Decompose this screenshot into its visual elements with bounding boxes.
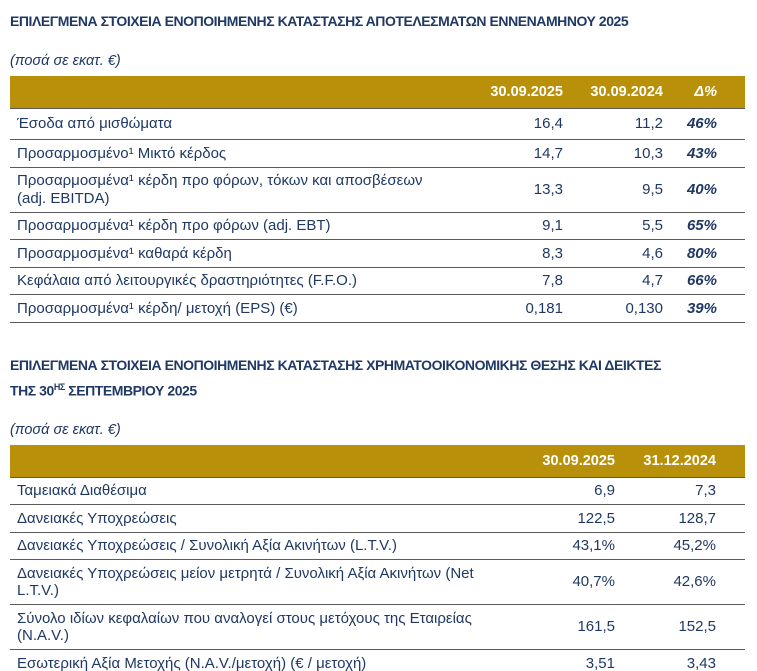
table-row: Προσαρμοσμένα¹ κέρδη/ μετοχή (EPS) (€) 0…	[10, 295, 745, 322]
value-2025: 6,9	[594, 482, 615, 500]
section2-title-line2-post: ΣΕΠΤΕΜΒΡΙΟΥ 2025	[68, 382, 197, 399]
table1-header-row: 30.09.2025 30.09.2024 Δ%	[10, 76, 745, 108]
row-label: Δανειακές Υποχρεώσεις / Συνολική Αξία Ακ…	[17, 537, 397, 555]
value-2024: 10,3	[633, 144, 663, 162]
value-2024: 152,5	[678, 618, 716, 636]
value-delta: 43%	[686, 144, 717, 162]
row-label: Σύνολο ιδίων κεφαλαίων που αναλογεί στου…	[17, 609, 472, 645]
value-2024: 4,6	[642, 244, 663, 262]
value-delta: 40%	[686, 180, 717, 198]
value-2025: 9,1	[542, 217, 563, 234]
income-statement-table: 30.09.2025 30.09.2024 Δ% Έσοδα από μισθώ…	[10, 76, 745, 323]
value-2024: 45,2%	[673, 537, 716, 555]
table2-header-31-12-2024: 31.12.2024	[643, 452, 716, 469]
value-2025: 7,8	[542, 272, 563, 289]
section2-title-line1: ΕΠΙΛΕΓΜΕΝΑ ΣΤΟΙΧΕΙΑ ΕΝΟΠΟΙΗΜΕΝΗΣ ΚΑΤΑΣΤΑ…	[10, 356, 661, 373]
value-2025: 8,3	[542, 244, 563, 262]
value-delta: 46%	[686, 115, 717, 132]
income-statement-section: ΕΠΙΛΕΓΜΕΝΑ ΣΤΟΙΧΕΙΑ ΕΝΟΠΟΙΗΜΕΝΗΣ ΚΑΤΑΣΤΑ…	[10, 10, 745, 323]
value-2024: 3,43	[686, 654, 716, 671]
value-2025: 3,51	[585, 654, 615, 671]
table-row: Προσαρμοσμένα¹ κέρδη προ φόρων, τόκων κα…	[10, 167, 745, 212]
section2-title-line2-pre: ΤΗΣ 30	[10, 382, 54, 399]
value-2024: 42,6%	[673, 573, 716, 591]
table2-header-row: 30.09.2025 31.12.2024	[10, 445, 745, 478]
table-row: Κεφάλαια από λειτουργικές δραστηριότητες…	[10, 267, 745, 295]
section2-title-superscript: ΗΣ	[53, 381, 65, 392]
value-2025: 122,5	[577, 509, 615, 527]
table-row: Δανειακές Υποχρεώσεις 122,5 128,7	[10, 505, 745, 533]
value-2024: 5,5	[642, 217, 663, 234]
table1-header-delta-percent: Δ%	[694, 83, 717, 100]
table-row: Δανειακές Υποχρεώσεις μείον μετρητά / Συ…	[10, 560, 745, 605]
value-2025: 14,7	[533, 144, 563, 162]
row-label: Προσαρμοσμένα¹ κέρδη/ μετοχή (EPS) (€)	[17, 299, 298, 317]
table1-header-30-09-2025: 30.09.2025	[490, 83, 563, 100]
table-row: Εσωτερική Αξία Μετοχής (N.A.V./μετοχή) (…	[10, 650, 745, 671]
section2-title: ΕΠΙΛΕΓΜΕΝΑ ΣΤΟΙΧΕΙΑ ΕΝΟΠΟΙΗΜΕΝΗΣ ΚΑΤΑΣΤΑ…	[10, 354, 745, 402]
row-label: Εσωτερική Αξία Μετοχής (N.A.V./μετοχή) (…	[17, 654, 367, 671]
value-delta: 80%	[686, 244, 717, 262]
value-2025: 13,3	[533, 180, 563, 198]
row-label: Προσαρμοσμένα¹ κέρδη προ φόρων, τόκων κα…	[17, 172, 423, 207]
row-label: Κεφάλαια από λειτουργικές δραστηριότητες…	[17, 272, 357, 289]
table-row: Προσαρμοσμένα¹ καθαρά κέρδη 8,3 4,6 80%	[10, 240, 745, 267]
table1-header-30-09-2024: 30.09.2024	[590, 83, 663, 100]
section1-title: ΕΠΙΛΕΓΜΕΝΑ ΣΤΟΙΧΕΙΑ ΕΝΟΠΟΙΗΜΕΝΗΣ ΚΑΤΑΣΤΑ…	[10, 13, 629, 29]
table2-header-empty	[10, 445, 505, 477]
value-delta: 39%	[686, 299, 717, 317]
row-label: Προσαρμοσμένα¹ κέρδη προ φόρων (adj. EBT…	[17, 217, 331, 234]
row-label: Προσαρμοσμένα¹ καθαρά κέρδη	[17, 244, 232, 262]
table2-header-30-09-2025: 30.09.2025	[542, 452, 615, 469]
table-row: Προσαρμοσμένα¹ κέρδη προ φόρων (adj. EBT…	[10, 212, 745, 240]
section1-units-note: (ποσά σε εκατ. €)	[10, 53, 121, 69]
table-row: Δανειακές Υποχρεώσεις / Συνολική Αξία Ακ…	[10, 532, 745, 560]
table-row: Προσαρμοσμένο¹ Μικτό κέρδος 14,7 10,3 43…	[10, 140, 745, 167]
value-2024: 4,7	[642, 272, 663, 289]
row-label: Δανειακές Υποχρεώσεις μείον μετρητά / Συ…	[17, 564, 474, 600]
row-label: Δανειακές Υποχρεώσεις	[17, 509, 177, 527]
table1-header-empty	[10, 76, 453, 108]
value-2025: 43,1%	[572, 537, 615, 555]
value-2024: 128,7	[678, 509, 716, 527]
row-label: Προσαρμοσμένο¹ Μικτό κέρδος	[17, 144, 227, 162]
financial-position-section: ΕΠΙΛΕΓΜΕΝΑ ΣΤΟΙΧΕΙΑ ΕΝΟΠΟΙΗΜΕΝΗΣ ΚΑΤΑΣΤΑ…	[10, 354, 745, 671]
value-2024: 11,2	[634, 115, 663, 132]
table-row: Έσοδα από μισθώματα 16,4 11,2 46%	[10, 108, 745, 140]
section2-units-note: (ποσά σε εκατ. €)	[10, 422, 121, 439]
value-2024: 0,130	[625, 299, 663, 317]
value-delta: 66%	[686, 272, 717, 289]
value-delta: 65%	[686, 217, 717, 234]
row-label: Έσοδα από μισθώματα	[17, 115, 173, 132]
table-row: Σύνολο ιδίων κεφαλαίων που αναλογεί στου…	[10, 605, 745, 650]
value-2025: 16,4	[533, 115, 563, 132]
value-2025: 40,7%	[572, 573, 615, 591]
value-2025: 161,5	[577, 618, 615, 636]
table-row: Ταμειακά Διαθέσιμα 6,9 7,3	[10, 477, 745, 505]
row-label: Ταμειακά Διαθέσιμα	[17, 482, 147, 500]
value-2024: 9,5	[642, 180, 663, 198]
value-2024: 7,3	[695, 482, 716, 500]
financial-position-table: 30.09.2025 31.12.2024 Ταμειακά Διαθέσιμα…	[10, 445, 745, 671]
value-2025: 0,181	[525, 299, 563, 317]
